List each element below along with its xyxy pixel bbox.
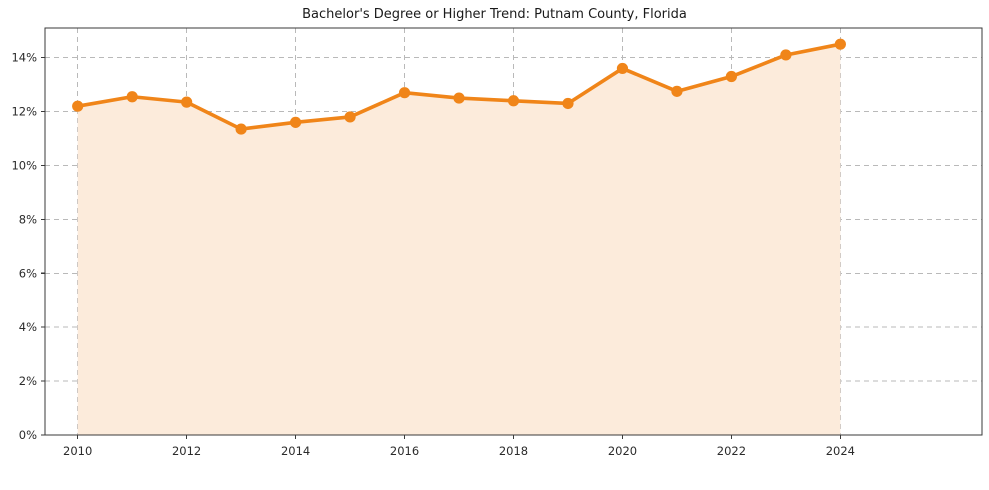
data-point-2017 — [453, 92, 465, 104]
area-fill-path — [77, 44, 841, 436]
data-point-2020 — [616, 62, 629, 75]
data-point-2022 — [725, 70, 738, 83]
data-point-2019 — [562, 97, 574, 110]
x-tick-label-2016: 2016 — [390, 444, 419, 458]
x-tick-label-2014: 2014 — [281, 444, 310, 458]
x-tick-label-2010: 2010 — [63, 444, 92, 458]
data-point-2021 — [671, 85, 683, 97]
data-point-2013 — [235, 123, 247, 135]
x-tick-label-2018: 2018 — [499, 444, 528, 458]
data-point-2024 — [834, 38, 846, 50]
chart-title: Bachelor's Degree or Higher Trend: Putna… — [302, 7, 687, 22]
x-axis-ticks: 2010 2012 2014 2016 2018 2020 2022 2024 — [63, 435, 855, 458]
y-tick-label-8%: 8% — [19, 212, 37, 226]
data-point-2016 — [398, 87, 411, 99]
y-axis-ticks: 0% 2% 4% 6% 8% 10% 12% 14% — [11, 51, 45, 442]
y-tick-label-12%: 12% — [11, 105, 37, 119]
data-point-2018 — [507, 95, 520, 107]
data-markers — [72, 38, 846, 135]
y-tick-label-10%: 10% — [11, 158, 37, 172]
y-tick-label-14%: 14% — [11, 51, 37, 65]
data-point-2023 — [780, 49, 792, 61]
data-point-2012 — [181, 96, 193, 108]
x-tick-label-2022: 2022 — [717, 444, 746, 458]
x-tick-label-2012: 2012 — [172, 444, 201, 458]
data-point-2010 — [72, 100, 84, 112]
y-tick-label-0%: 0% — [19, 428, 37, 442]
y-tick-label-2%: 2% — [19, 374, 37, 388]
y-tick-label-6%: 6% — [19, 266, 37, 280]
y-tick-label-4%: 4% — [19, 320, 37, 334]
data-point-2011 — [126, 91, 138, 103]
x-tick-label-2020: 2020 — [608, 444, 637, 458]
area-fill — [77, 44, 841, 436]
x-tick-label-2024: 2024 — [826, 444, 855, 458]
data-point-2015 — [344, 111, 356, 123]
data-point-2014 — [289, 116, 302, 128]
